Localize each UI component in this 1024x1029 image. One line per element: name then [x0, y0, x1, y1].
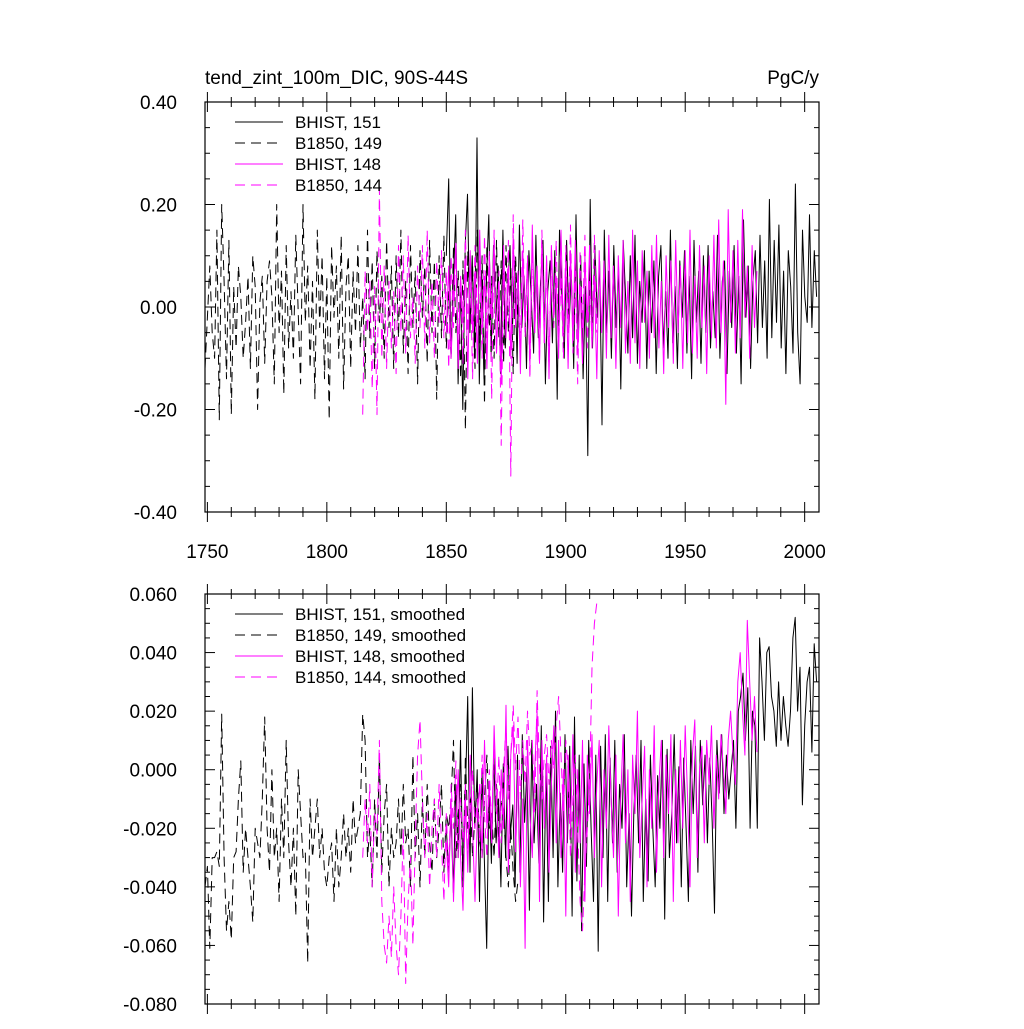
bottom-legend: BHIST, 151, smoothed B1850, 149, smoothed… — [235, 605, 466, 687]
top-chart-title: tend_zint_100m_DIC, 90S-44S — [205, 68, 468, 89]
top-x-tick-label: 1900 — [545, 542, 587, 563]
top-legend: BHIST, 151 B1850, 149 BHIST, 148 B1850, 144 — [235, 113, 382, 195]
top-x-tick-label: 2000 — [784, 542, 826, 563]
top-y-tick-label: -0.40 — [134, 503, 177, 524]
bottom-legend-label-bhist-151-smoothed: BHIST, 151, smoothed — [295, 605, 465, 624]
top-x-tick-label: 1950 — [664, 542, 706, 563]
bottom-series-bhist-148-smoothed — [445, 619, 758, 949]
top-series-b1850-149 — [204, 204, 519, 431]
top-y-tick-label: 0.20 — [140, 196, 177, 217]
bottom-series-bhist-151-smoothed — [445, 616, 818, 952]
bottom-y-tick-label: -0.060 — [123, 936, 177, 957]
top-y-tick-label: -0.20 — [134, 401, 177, 422]
top-legend-label-bhist-151: BHIST, 151 — [295, 113, 381, 132]
top-x-tick-label: 1850 — [425, 542, 467, 563]
bottom-series-b1850-144-smoothed — [362, 602, 598, 984]
bottom-y-tick-label: 0.040 — [129, 644, 177, 665]
top-legend-label-b1850-149: B1850, 149 — [295, 134, 382, 153]
bottom-series-layer — [204, 602, 818, 984]
top-x-tick-label: 1800 — [306, 542, 348, 563]
bottom-series-b1850-149-smoothed — [204, 713, 519, 964]
bottom-legend-label-bhist-148-smoothed: BHIST, 148, smoothed — [295, 647, 465, 666]
bottom-legend-label-b1850-149-smoothed: B1850, 149, smoothed — [295, 626, 466, 645]
bottom-y-tick-label: 0.000 — [129, 761, 177, 782]
top-y-tick-label: 0.00 — [140, 298, 177, 319]
bottom-panel: 0.060 0.040 0.020 0.000 -0.020 -0.040 -0.060 -0… — [123, 584, 820, 1016]
bottom-y-tick-label: 0.020 — [129, 702, 177, 723]
top-axes-layer: 1750 1800 1850 1900 1950 2000 0.40 0.20 0.00 -0.2… — [134, 92, 826, 563]
top-legend-label-b1850-144: B1850, 144 — [295, 176, 382, 195]
bottom-axes-layer: 0.060 0.040 0.020 0.000 -0.020 -0.040 -0.060 -0… — [123, 584, 819, 1016]
top-panel: tend_zint_100m_DIC, 90S-44S PgC/y 1750 18… — [134, 68, 826, 563]
top-legend-label-bhist-148: BHIST, 148 — [295, 155, 381, 174]
top-series-layer — [204, 137, 818, 477]
bottom-y-tick-label: -0.080 — [123, 995, 177, 1016]
bottom-y-tick-label: 0.060 — [129, 585, 177, 606]
top-series-b1850-144 — [362, 188, 598, 477]
bottom-legend-label-b1850-144-smoothed: B1850, 144, smoothed — [295, 668, 466, 687]
bottom-y-tick-label: -0.020 — [123, 819, 177, 840]
top-chart-units: PgC/y — [767, 68, 819, 89]
bottom-y-tick-label: -0.040 — [123, 878, 177, 899]
top-x-tick-label: 1750 — [186, 542, 228, 563]
top-y-tick-label: 0.40 — [140, 93, 177, 114]
